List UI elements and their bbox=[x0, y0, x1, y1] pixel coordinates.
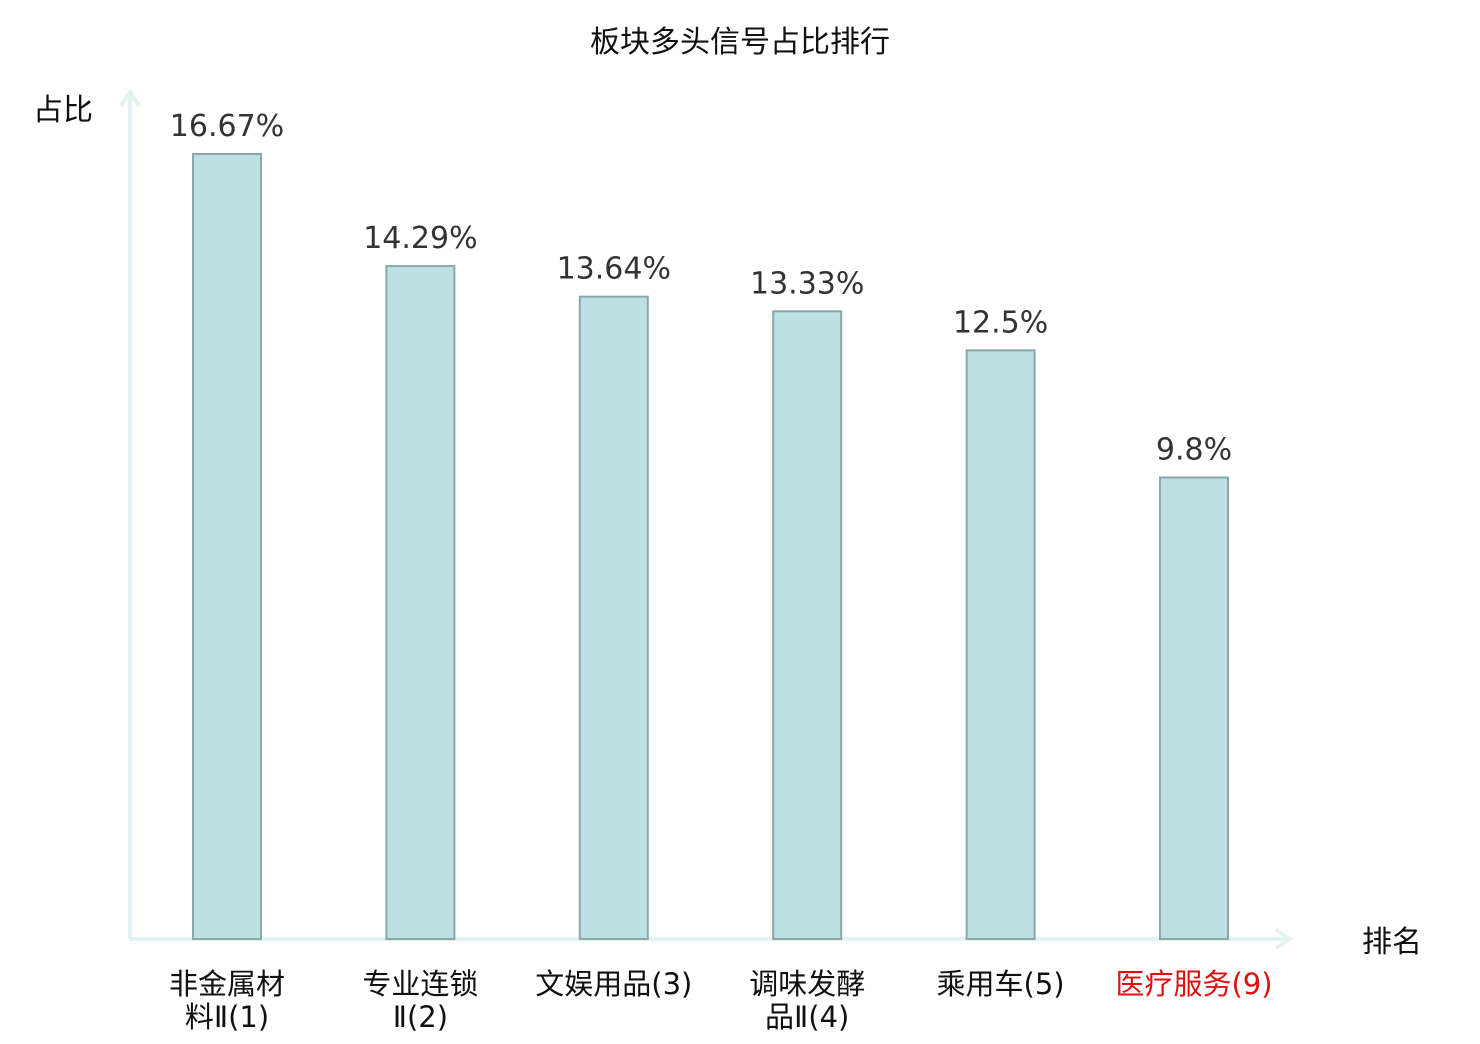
y-axis-label: 占比 bbox=[33, 93, 93, 128]
bar bbox=[965, 349, 1036, 940]
bar bbox=[578, 295, 649, 940]
category-label: 专业连锁 bbox=[362, 967, 478, 1001]
value-label: 9.8% bbox=[1156, 433, 1232, 468]
category-label: 品Ⅱ(4) bbox=[765, 1000, 849, 1034]
category-label: 料Ⅱ(1) bbox=[185, 1000, 269, 1034]
value-label: 13.64% bbox=[557, 252, 671, 287]
category-label: 非金属材 bbox=[169, 967, 285, 1001]
bar bbox=[192, 153, 262, 940]
category-label: 调味发酵 bbox=[749, 967, 865, 1001]
y-axis-arrow bbox=[119, 88, 141, 108]
bar bbox=[385, 265, 456, 941]
category-label: Ⅱ(2) bbox=[393, 1000, 448, 1034]
bar bbox=[772, 310, 843, 940]
value-label: 16.67% bbox=[170, 109, 284, 144]
value-label: 13.33% bbox=[750, 266, 864, 301]
category-label: 医疗服务(9) bbox=[1115, 967, 1272, 1001]
bars bbox=[192, 153, 1229, 941]
category-label: 乘用车(5) bbox=[937, 967, 1065, 1001]
value-labels: 16.67% 14.29% 13.64% 13.33% 12.5% 9.8% bbox=[170, 109, 1232, 468]
value-label: 14.29% bbox=[363, 221, 477, 256]
axes bbox=[119, 88, 1294, 950]
chart-title: 板块多头信号占比排行 bbox=[590, 25, 890, 60]
bar bbox=[1159, 476, 1229, 940]
category-label: 文娱用品(3) bbox=[535, 967, 692, 1001]
x-axis-label: 排名 bbox=[1362, 925, 1422, 960]
value-label: 12.5% bbox=[953, 305, 1048, 340]
x-axis-arrow bbox=[1274, 928, 1294, 950]
